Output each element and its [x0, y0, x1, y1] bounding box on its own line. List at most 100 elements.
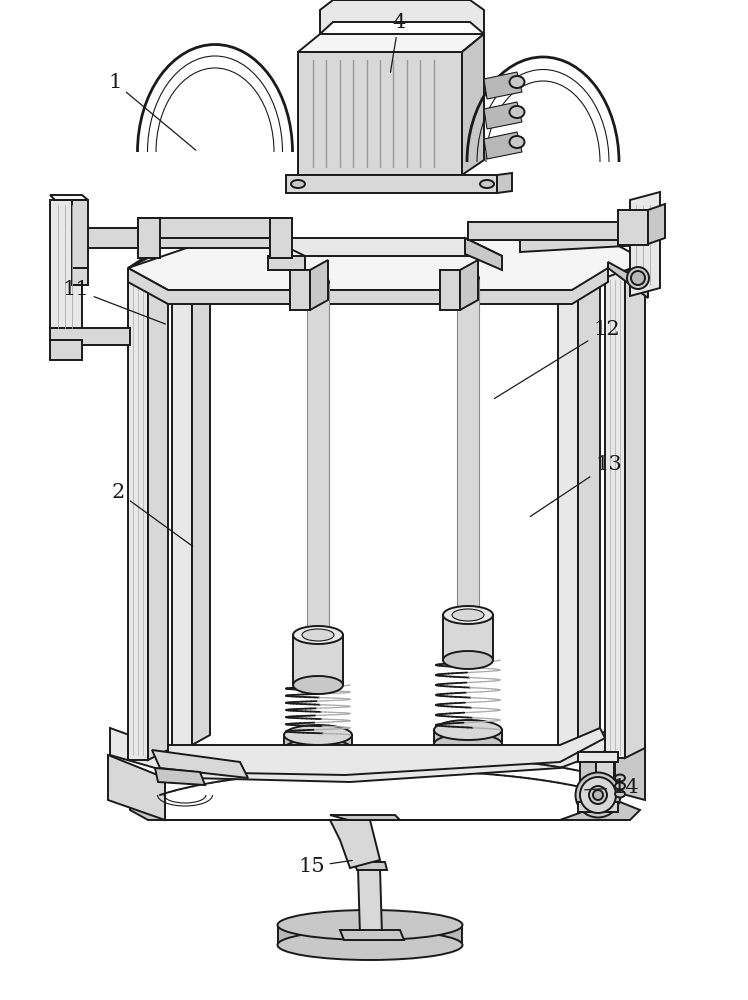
Polygon shape	[278, 925, 462, 945]
Ellipse shape	[580, 777, 616, 813]
Polygon shape	[72, 268, 88, 285]
Polygon shape	[50, 340, 82, 360]
Text: 13: 13	[530, 455, 622, 516]
Ellipse shape	[284, 725, 352, 745]
Polygon shape	[625, 262, 645, 758]
Ellipse shape	[615, 774, 625, 782]
Ellipse shape	[593, 790, 603, 800]
Ellipse shape	[284, 749, 352, 769]
Polygon shape	[307, 282, 329, 635]
Ellipse shape	[443, 651, 493, 669]
Polygon shape	[50, 195, 88, 200]
Polygon shape	[268, 238, 502, 256]
Ellipse shape	[293, 676, 343, 694]
Polygon shape	[50, 328, 130, 345]
Polygon shape	[128, 272, 148, 760]
Polygon shape	[484, 72, 522, 99]
Ellipse shape	[302, 629, 334, 641]
Ellipse shape	[615, 782, 625, 790]
Polygon shape	[465, 238, 502, 270]
Polygon shape	[608, 262, 648, 298]
Ellipse shape	[278, 910, 462, 940]
Ellipse shape	[631, 271, 645, 285]
Polygon shape	[648, 204, 665, 244]
Polygon shape	[110, 728, 640, 782]
Text: 11: 11	[62, 280, 165, 324]
Ellipse shape	[457, 615, 479, 625]
Polygon shape	[578, 802, 618, 812]
Polygon shape	[580, 755, 596, 808]
Polygon shape	[618, 210, 648, 245]
Text: 14: 14	[585, 778, 639, 797]
Text: 4: 4	[390, 13, 405, 72]
Text: 15: 15	[298, 857, 352, 876]
Ellipse shape	[509, 76, 524, 88]
Polygon shape	[148, 262, 168, 760]
Polygon shape	[340, 930, 404, 940]
Polygon shape	[293, 635, 343, 685]
Polygon shape	[72, 200, 88, 270]
Polygon shape	[138, 218, 292, 238]
Polygon shape	[484, 102, 522, 129]
Polygon shape	[615, 728, 645, 800]
Ellipse shape	[434, 744, 502, 764]
Polygon shape	[462, 34, 484, 175]
Polygon shape	[155, 768, 205, 785]
Polygon shape	[596, 752, 614, 806]
Polygon shape	[457, 278, 479, 620]
Polygon shape	[50, 200, 82, 330]
Polygon shape	[128, 268, 608, 304]
Polygon shape	[440, 270, 460, 310]
Polygon shape	[290, 270, 310, 310]
Polygon shape	[484, 132, 522, 159]
Polygon shape	[152, 750, 248, 778]
Ellipse shape	[434, 720, 502, 740]
Ellipse shape	[278, 930, 462, 960]
Polygon shape	[128, 240, 648, 290]
Polygon shape	[497, 173, 512, 193]
Ellipse shape	[443, 606, 493, 624]
Polygon shape	[558, 258, 578, 758]
Polygon shape	[192, 245, 210, 745]
Ellipse shape	[307, 630, 329, 640]
Polygon shape	[468, 222, 618, 240]
Ellipse shape	[457, 273, 479, 283]
Polygon shape	[578, 248, 600, 748]
Polygon shape	[354, 862, 387, 870]
Polygon shape	[284, 749, 352, 759]
Polygon shape	[108, 755, 165, 820]
Polygon shape	[310, 260, 328, 310]
Polygon shape	[298, 34, 484, 52]
Ellipse shape	[291, 180, 305, 188]
Polygon shape	[330, 815, 400, 820]
Text: 1: 1	[108, 73, 196, 150]
Ellipse shape	[589, 786, 607, 804]
Polygon shape	[358, 868, 382, 935]
Ellipse shape	[284, 739, 352, 759]
Polygon shape	[605, 272, 625, 758]
Polygon shape	[434, 744, 502, 754]
Text: 12: 12	[494, 320, 619, 399]
Polygon shape	[520, 225, 660, 252]
Polygon shape	[630, 192, 660, 296]
Ellipse shape	[615, 790, 625, 798]
Ellipse shape	[575, 772, 621, 818]
Ellipse shape	[509, 136, 524, 148]
Polygon shape	[443, 615, 493, 660]
Ellipse shape	[434, 734, 502, 754]
Polygon shape	[320, 0, 484, 34]
Ellipse shape	[509, 106, 524, 118]
Polygon shape	[330, 820, 380, 868]
Text: 2: 2	[112, 483, 193, 546]
Polygon shape	[434, 730, 502, 744]
Polygon shape	[460, 260, 478, 310]
Polygon shape	[298, 52, 462, 175]
Polygon shape	[270, 218, 292, 258]
Polygon shape	[268, 256, 305, 270]
Polygon shape	[286, 175, 497, 193]
Polygon shape	[138, 218, 160, 258]
Polygon shape	[72, 228, 270, 248]
Polygon shape	[578, 752, 618, 762]
Polygon shape	[172, 255, 192, 755]
Polygon shape	[168, 728, 605, 775]
